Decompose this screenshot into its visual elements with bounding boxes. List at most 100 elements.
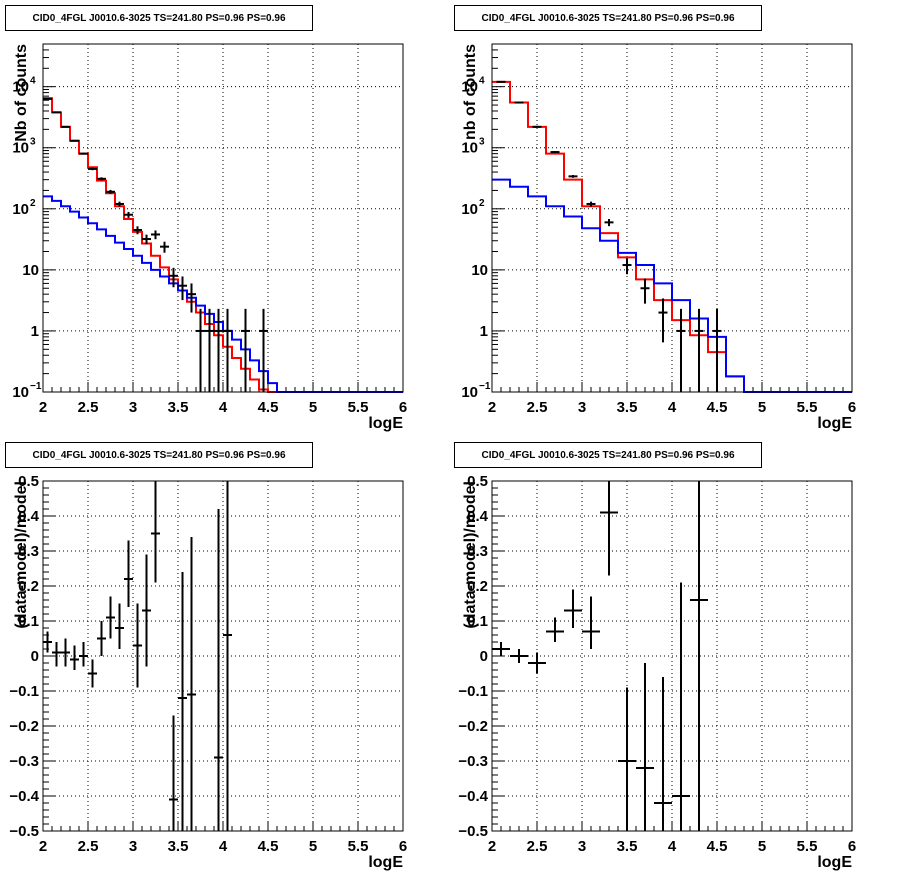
x-tick-label: 3 (578, 399, 586, 416)
data-point (196, 309, 205, 392)
x-tick-label: 3.5 (168, 399, 189, 416)
y-tick-exponent: 4 (479, 76, 485, 87)
data-points (497, 82, 722, 392)
x-tick-label: 3 (129, 838, 137, 855)
grid (492, 481, 852, 831)
data-point (142, 555, 151, 667)
y-axis-title: (data-model)/model (462, 481, 479, 629)
data-point (115, 604, 124, 650)
data-point (641, 279, 650, 304)
y-tick-label: −0.5 (9, 823, 39, 840)
data-point (659, 298, 668, 342)
data-point (70, 646, 79, 671)
x-tick-label: 5.5 (797, 399, 818, 416)
data-point (106, 597, 115, 639)
x-tick-label: 6 (399, 399, 407, 416)
data-point (151, 230, 160, 239)
data-point (88, 168, 97, 170)
data-point (677, 309, 686, 392)
y-tick-label: 10 (461, 140, 478, 157)
y-tick-label: −0.4 (9, 788, 39, 805)
y-tick-label: −0.5 (458, 823, 488, 840)
data-point (636, 663, 654, 831)
x-tick-label: 2.5 (527, 399, 548, 416)
y-tick-label: 10 (461, 384, 478, 401)
data-point (510, 649, 528, 663)
y-tick-label: −0.2 (458, 718, 488, 735)
data-point (214, 509, 223, 831)
data-point (178, 572, 187, 831)
x-tick-label: 5.5 (348, 399, 369, 416)
x-tick-label: 4.5 (707, 838, 728, 855)
data-point (672, 583, 690, 832)
data-point (695, 309, 704, 392)
x-tick-label: 6 (399, 838, 407, 855)
data-point (52, 642, 61, 667)
y-tick-exponent: 4 (30, 76, 36, 87)
data-point (515, 102, 524, 103)
data-point (533, 126, 542, 127)
y-tick-label: 1 (31, 323, 39, 340)
data-point (97, 621, 106, 656)
y-tick-label: 10 (12, 384, 29, 401)
x-tick-label: 4.5 (258, 838, 279, 855)
x-tick-label: 5 (758, 399, 766, 416)
x-axis-title: logE (368, 854, 403, 871)
data-point (124, 541, 133, 608)
y-tick-label: 1 (480, 323, 488, 340)
chart-title: CID0_4FGL J0010.6-3025 TS=241.80 PS=0.96… (454, 5, 762, 31)
x-tick-label: 3 (129, 399, 137, 416)
x-tick-label: 2.5 (78, 838, 99, 855)
chart-title: CID0_4FGL J0010.6-3025 TS=241.80 PS=0.96… (454, 442, 762, 468)
data-point (88, 660, 97, 688)
data-point (169, 716, 178, 832)
x-tick-label: 2 (488, 399, 496, 416)
y-tick-exponent: 2 (30, 198, 36, 209)
x-tick-label: 2 (39, 838, 47, 855)
data-point (133, 226, 142, 234)
data-point (151, 481, 160, 583)
data-point (52, 112, 61, 113)
y-tick-exponent: 2 (479, 198, 485, 209)
data-point (569, 175, 578, 178)
data-point (492, 642, 510, 656)
data-point (61, 639, 70, 667)
x-tick-label: 3.5 (168, 838, 189, 855)
grid (492, 44, 852, 392)
data-point (551, 151, 560, 153)
data-point (79, 642, 88, 667)
x-tick-label: 3.5 (617, 838, 638, 855)
data-point (623, 258, 632, 274)
x-axis-title: logE (817, 415, 852, 432)
data-point (187, 537, 196, 831)
x-tick-label: 2 (39, 399, 47, 416)
data-point (223, 481, 232, 831)
x-tick-label: 4.5 (707, 399, 728, 416)
data-point (259, 309, 268, 392)
x-tick-label: 4.5 (258, 399, 279, 416)
data-point (605, 219, 614, 226)
x-tick-label: 5 (309, 838, 317, 855)
x-axis-title: logE (817, 854, 852, 871)
y-tick-label: −0.3 (9, 753, 39, 770)
y-tick-exponent: −1 (479, 381, 491, 392)
grid (43, 481, 403, 831)
y-tick-exponent: 3 (479, 137, 485, 148)
y-tick-label: −0.1 (9, 683, 39, 700)
y-tick-exponent: −1 (30, 381, 42, 392)
x-tick-label: 2.5 (527, 838, 548, 855)
data-point (61, 126, 70, 127)
model-histogram-line (43, 98, 403, 392)
y-tick-label: 10 (12, 201, 29, 218)
y-tick-label: 0 (31, 648, 39, 665)
chart-title: CID0_4FGL J0010.6-3025 TS=241.80 PS=0.96… (5, 5, 313, 31)
y-tick-label: −0.1 (458, 683, 488, 700)
